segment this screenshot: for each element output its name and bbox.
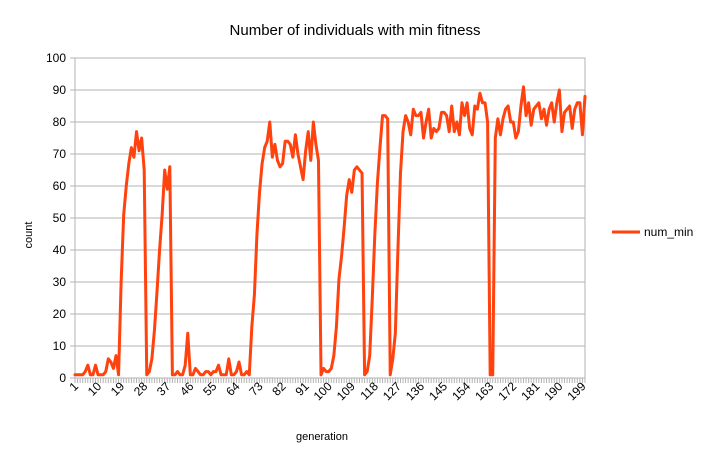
- plot-area-frame: [74, 57, 586, 379]
- legend-label-num-min: num_min: [644, 225, 693, 239]
- y-tick-label: 50: [53, 211, 67, 225]
- y-tick-label: 70: [53, 147, 67, 161]
- legend: num_min: [612, 225, 693, 239]
- y-axis-ticks: 0 10 20 30 40 50 60 70 80 90 100: [46, 51, 75, 385]
- y-tick-label: 40: [53, 243, 67, 257]
- series-layer: [73, 85, 587, 377]
- y-tick-label: 80: [53, 115, 67, 129]
- y-tick-label: 10: [53, 339, 67, 353]
- x-tick-label: 1: [66, 379, 81, 394]
- y-axis-title: count: [23, 222, 35, 249]
- y-tick-label: 100: [46, 51, 66, 65]
- chart-title: Number of individuals with min fitness: [230, 22, 481, 39]
- x-axis-ticks: 1 10 19 28 37 46 55 64 73 82 91 100 109 118 127 136 145 1…: [66, 378, 589, 403]
- y-tick-label: 60: [53, 179, 67, 193]
- y-tick-label: 30: [53, 275, 67, 289]
- y-tick-label: 90: [53, 83, 67, 97]
- series-line-num-min: [73, 85, 587, 377]
- y-tick-label: 0: [59, 371, 66, 385]
- y-tick-label: 20: [53, 307, 67, 321]
- x-axis-title: generation: [296, 431, 348, 443]
